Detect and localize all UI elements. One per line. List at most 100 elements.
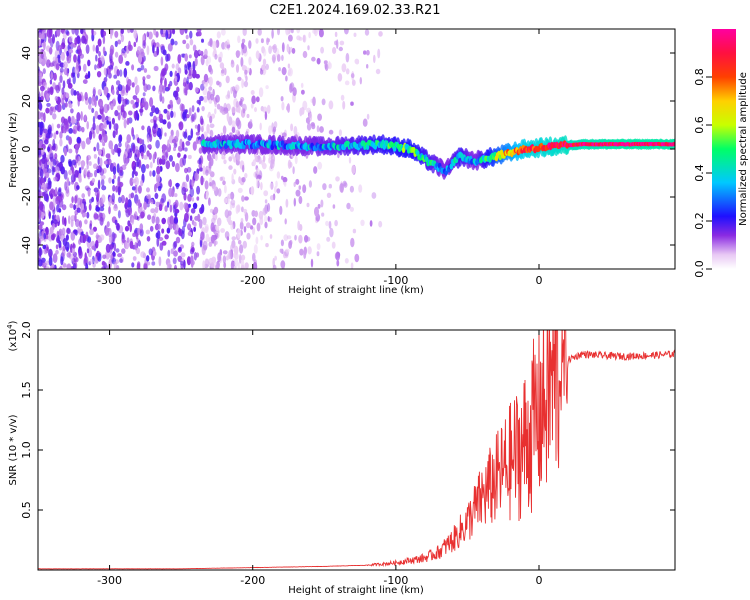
spectrogram-noise-blob	[244, 172, 248, 179]
spectrogram-noise-blob	[143, 154, 148, 160]
spectrogram-noise-blob	[94, 97, 97, 108]
spectrogram-noise-blob	[60, 256, 64, 266]
spectrogram-noise-blob	[49, 79, 53, 85]
spectrogram-noise-blob	[71, 247, 76, 254]
spectrogram-noise-blob	[74, 195, 78, 204]
spectrogram-noise-blob	[162, 85, 166, 94]
spectrogram-noise-blob	[101, 113, 105, 123]
spectrogram-noise-blob	[165, 29, 169, 40]
spectrogram-noise-blob	[113, 74, 118, 79]
spectrogram-noise-blob	[76, 112, 81, 122]
colorbar-tick-label: 0.4	[693, 164, 706, 182]
spectrogram-noise-blob	[38, 201, 44, 211]
spectrogram-noise-blob	[101, 194, 106, 204]
spectrogram-noise-blob	[235, 101, 239, 108]
spectrogram-noise-blob	[52, 34, 55, 44]
spectrogram-noise-blob	[106, 92, 110, 101]
spectrogram-noise-blob	[189, 39, 194, 46]
spectrogram-noise-blob	[241, 195, 245, 202]
spectrogram-noise-blob	[146, 31, 150, 38]
spectrogram-noise-blob	[230, 199, 236, 206]
spectrogram-noise-blob	[366, 64, 369, 69]
spectrogram-noise-blob	[134, 76, 138, 85]
spectrogram-noise-blob	[226, 39, 230, 46]
spectrogram-noise-blob	[118, 54, 124, 64]
spectrogram-noise-blob	[81, 126, 85, 133]
spectrogram-noise-blob	[341, 63, 347, 73]
spectrogram-noise-blob	[55, 130, 59, 135]
spectrogram-noise-blob	[132, 178, 137, 183]
spectrogram-noise-blob	[126, 237, 130, 243]
spectrogram-noise-blob	[88, 161, 92, 166]
spectrogram-noise-blob	[86, 248, 90, 254]
spectrogram-noise-blob	[118, 181, 124, 188]
spectrogram-noise-blob	[250, 103, 254, 109]
colorbar-gradient	[712, 29, 736, 269]
spectrogram-noise-blob	[73, 263, 77, 269]
spectrogram-noise-blob	[189, 215, 193, 222]
spectrogram-noise-blob	[111, 117, 115, 125]
spectrogram-noise-blob	[290, 29, 294, 34]
spectrogram-noise-blob	[62, 238, 68, 247]
spectrogram-noise-blob	[117, 93, 122, 104]
spectrogram-noise-blob	[242, 164, 245, 173]
spectrogram-noise-blob	[131, 64, 135, 71]
spectrogram-noise-blob	[146, 236, 151, 242]
spectrogram-noise-blob	[335, 251, 341, 261]
spectrogram-noise-blob	[176, 86, 180, 93]
spectrogram-noise-blob	[53, 72, 57, 81]
spectrogram-noise-blob	[253, 244, 258, 254]
spectrogram-noise-blob	[158, 113, 163, 120]
spectrogram-noise-blob	[308, 31, 311, 39]
spectrogram-noise-blob	[284, 181, 287, 187]
spectrogram-noise-blob	[95, 44, 99, 54]
spectrogram-noise-blob	[201, 38, 204, 43]
spectrogram-noise-blob	[166, 262, 172, 269]
spectrogram-noise-blob	[241, 42, 245, 50]
spectrogram-noise-blob	[48, 211, 51, 220]
spectrogram-noise-blob	[96, 71, 102, 78]
spectrogram-noise-blob	[241, 78, 245, 89]
spectrogram-noise-blob	[245, 222, 251, 229]
spectrogram-noise-blob	[149, 170, 152, 177]
spectrogram-noise-blob	[167, 83, 171, 91]
spectrogram-noise-blob	[98, 60, 103, 69]
spectrogram-noise-blob	[108, 116, 111, 122]
spectrogram-noise-blob	[167, 139, 170, 148]
spectrogram-noise-blob	[268, 157, 271, 164]
spectrogram-noise-blob	[127, 29, 131, 34]
spectrogram-noise-blob	[112, 251, 116, 257]
spectrogram-noise-blob	[231, 236, 237, 241]
spectrogram-noise-blob	[205, 169, 209, 176]
spectrogram-noise-blob	[261, 64, 266, 70]
spectrogram-noise-blob	[81, 193, 85, 199]
spectrogram-noise-blob	[39, 72, 43, 83]
spectrogram-noise-blob	[332, 204, 336, 209]
spectrogram-noise-blob	[45, 266, 50, 269]
spectrogram-noise-blob	[295, 189, 301, 197]
spectrogram-noise-blob	[53, 132, 57, 140]
spectrogram-noise-blob	[47, 161, 51, 166]
spectrogram-noise-blob	[224, 184, 227, 194]
spectrogram-noise-blob	[354, 58, 360, 65]
spectrogram-noise-blob	[146, 150, 150, 157]
spectrogram-noise-blob	[186, 256, 191, 266]
spectrogram-noise-blob	[160, 56, 164, 66]
spectrogram-noise-blob	[224, 41, 228, 50]
spectrogram-noise-blob	[264, 199, 268, 204]
spectrogram-noise-blob	[77, 143, 81, 149]
spectrogram-noise-blob	[196, 106, 200, 113]
spectrogram-noise-blob	[95, 124, 100, 135]
spectrogram-noise-blob	[46, 246, 49, 251]
spectrogram-noise-blob	[164, 205, 168, 212]
spectrogram-noise-blob	[137, 67, 142, 72]
spectrogram-noise-blob	[85, 137, 91, 145]
spectrogram-noise-blob	[92, 122, 96, 131]
spectrogram-y-tick-label: 0	[20, 146, 33, 153]
spectrogram-noise-blob	[109, 48, 114, 57]
spectrogram-noise-blob	[131, 82, 135, 88]
spectrogram-noise-blob	[225, 75, 230, 84]
spectrogram-noise-blob	[175, 182, 180, 188]
spectrogram-noise-blob	[202, 165, 206, 175]
